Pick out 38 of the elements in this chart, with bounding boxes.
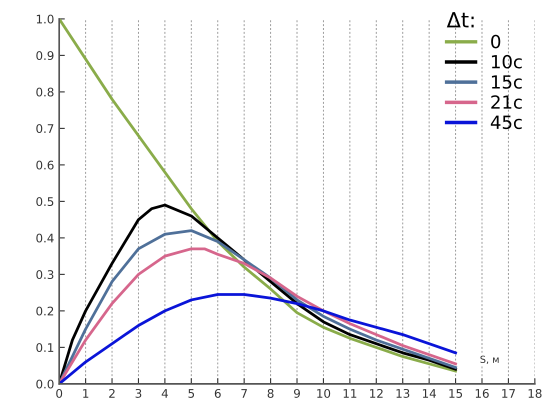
legend-label: 15c [492,75,522,89]
x-tick-label: 1 [83,389,88,398]
x-tick-label: 13 [396,388,410,398]
x-tick-label: 14 [422,389,436,398]
legend-label: 10c [492,54,522,69]
x-tick-label: 17 [502,389,515,398]
x-tick-label: 2 [109,388,115,398]
legend-label: 21c [491,95,522,109]
x-tick-label: 5 [188,389,194,398]
legend-title: Δt: [446,12,474,28]
y-tick-label: 0.3 [36,270,54,280]
x-tick-label: 8 [268,388,274,398]
legend-label: 45c [490,116,522,130]
x-tick-label: 9 [294,388,300,398]
y-tick-label: 0.8 [36,88,54,97]
legend-label: 0 [491,34,500,48]
x-tick-label: 4 [162,389,168,398]
y-tick-label: 0.4 [36,234,54,243]
annotation: S, м [480,356,499,364]
y-tick-label: 0.9 [36,51,54,60]
y-tick-label: 0.6 [36,160,54,170]
x-tick-label: 10 [317,388,330,398]
x-tick-label: 6 [214,388,221,398]
y-tick-label: 0.2 [36,306,54,316]
x-tick-label: 0 [56,388,62,398]
line-series [59,293,457,384]
x-tick-label: 12 [370,388,383,398]
x-tick-label: 16 [476,388,489,398]
y-tick-label: 0.0 [36,380,54,389]
x-tick-label: 15 [449,389,462,398]
y-tick-label: 1.0 [36,14,54,24]
x-tick-label: 18 [528,388,542,398]
y-tick-label: 0.5 [36,197,54,206]
x-tick-label: 7 [241,389,247,398]
y-tick-label: 0.7 [36,124,54,134]
x-tick-label: 3 [136,388,142,398]
x-tick-label: 11 [344,389,356,398]
y-tick-label: 0.1 [36,343,54,352]
